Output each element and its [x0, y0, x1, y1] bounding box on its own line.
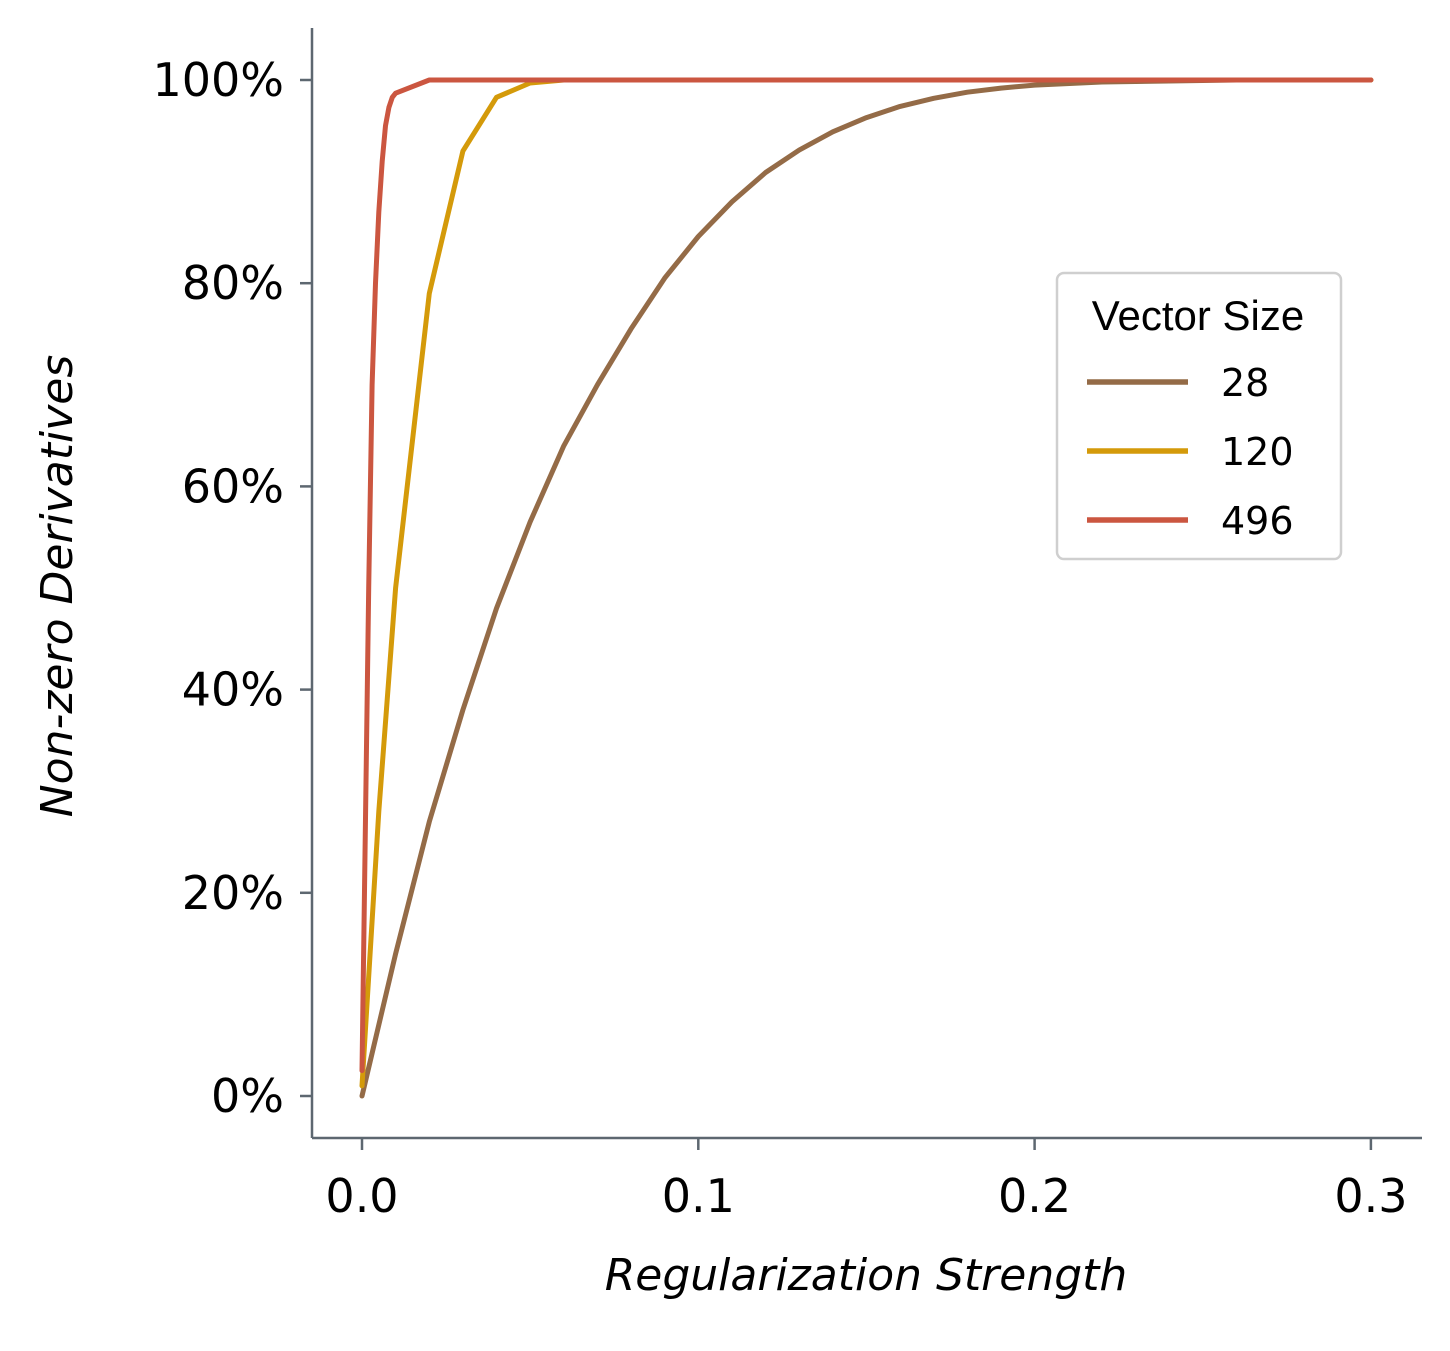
- y-tick-label: 20%: [182, 866, 284, 920]
- y-tick-label: 80%: [182, 256, 284, 310]
- y-tick-label: 0%: [211, 1069, 284, 1123]
- y-axis-title: Non-zero Derivatives: [32, 355, 83, 818]
- y-axis-ticks: 0% 20% 40% 60% 80% 100%: [152, 53, 312, 1123]
- y-tick-label: 60%: [182, 459, 284, 513]
- legend-label-496: 496: [1221, 499, 1294, 543]
- series-line-28: [359, 77, 1374, 1099]
- x-tick-label: 0.1: [662, 1169, 735, 1223]
- legend-label-28: 28: [1221, 361, 1269, 405]
- legend-label-120: 120: [1221, 430, 1294, 474]
- x-tick-label: 0.3: [1334, 1169, 1407, 1223]
- legend-frame: [1055, 271, 1343, 561]
- y-tick-label: 40%: [182, 663, 284, 717]
- x-tick-label: 0.2: [998, 1169, 1071, 1223]
- x-axis-title: Regularization Strength: [605, 1250, 1128, 1301]
- legend-items: 28 120 496: [1087, 361, 1294, 543]
- series-line-120: [359, 77, 1374, 1089]
- series-line-496: [359, 77, 1374, 1074]
- legend-title: Vector Size: [1092, 292, 1304, 339]
- series-lines: [359, 77, 1374, 1099]
- legend: Vector Size 28 120 496: [1055, 271, 1343, 561]
- plot-area: [359, 77, 1374, 1099]
- y-tick-label: 100%: [152, 53, 284, 107]
- x-tick-label: 0.0: [325, 1169, 398, 1223]
- x-axis-ticks: 0.0 0.1 0.2 0.3: [325, 1138, 1407, 1223]
